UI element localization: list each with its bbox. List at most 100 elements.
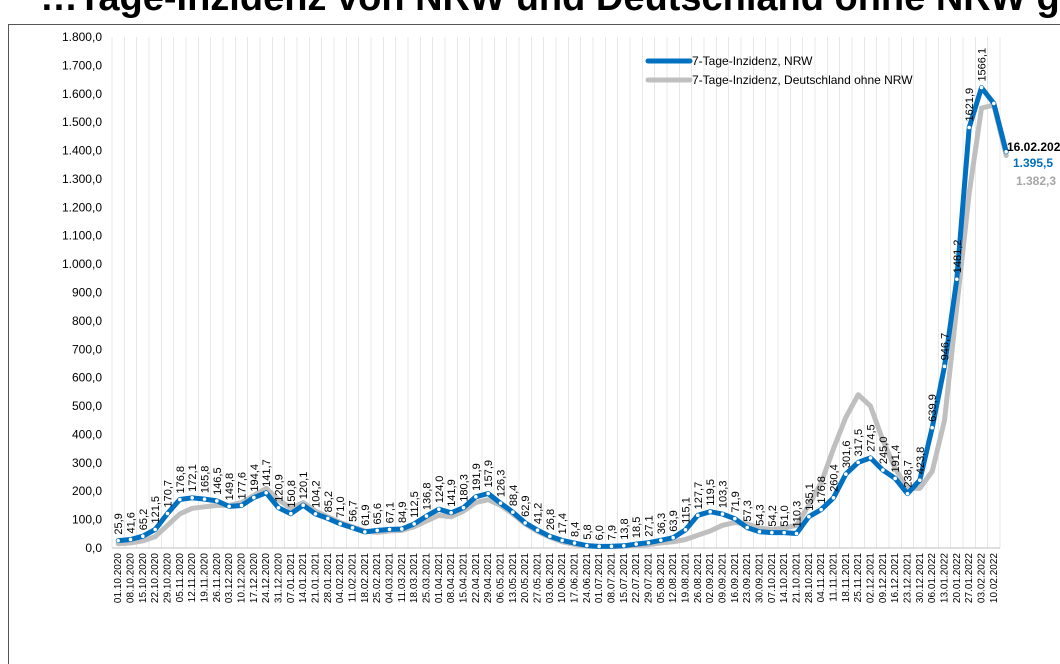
data-point-nrw — [597, 544, 601, 549]
data-label: 121,5 — [150, 496, 162, 524]
y-tick-label: 600,0 — [72, 371, 102, 385]
data-label: 191,9 — [471, 463, 483, 491]
data-label: 65,6 — [372, 503, 384, 524]
y-tick-label: 300,0 — [72, 456, 102, 470]
data-label: 25,9 — [113, 513, 125, 534]
x-tick-label: 04.02.2021 — [335, 553, 346, 603]
x-tick-label: 20.01.2022 — [952, 553, 963, 603]
x-tick-label: 24.12.2020 — [261, 553, 272, 603]
data-point-nrw — [141, 534, 145, 538]
data-point-nrw — [609, 544, 614, 549]
data-label: 176,8 — [175, 466, 187, 494]
data-label: 177,6 — [237, 472, 249, 500]
data-point-nrw — [634, 542, 638, 546]
data-label: 63,9 — [668, 510, 680, 531]
data-label: 57,3 — [742, 500, 754, 521]
data-point-nrw — [424, 514, 429, 518]
x-tick-label: 07.01.2021 — [286, 553, 297, 603]
x-tick-label: 12.11.2020 — [187, 553, 198, 603]
data-label: 149,8 — [224, 473, 236, 501]
x-tick-label: 13.05.2021 — [508, 553, 519, 603]
data-label: 62,9 — [520, 495, 532, 516]
data-point-nrw — [856, 460, 860, 465]
x-tick-label: 21.01.2021 — [311, 553, 322, 603]
data-point-nrw — [979, 85, 984, 90]
data-label: 639,9 — [927, 394, 939, 422]
data-label: 5,8 — [582, 524, 594, 539]
data-point-nrw — [794, 531, 799, 536]
data-point-nrw — [412, 522, 416, 526]
data-point-nrw — [498, 501, 503, 505]
data-point-nrw — [893, 476, 897, 481]
data-point-nrw — [807, 514, 811, 519]
x-tick-label: 01.07.2021 — [594, 553, 605, 603]
x-tick-label: 01.04.2021 — [434, 553, 445, 603]
x-tick-label: 25.02.2021 — [372, 553, 383, 603]
y-tick-label: 1.200,0 — [62, 200, 102, 214]
data-point-nrw — [116, 538, 120, 543]
x-tick-label: 16.09.2021 — [730, 553, 741, 603]
data-label: 65,2 — [138, 509, 150, 530]
x-tick-label: 04.03.2021 — [385, 553, 396, 603]
data-point-nrw — [350, 526, 355, 530]
x-tick-label: 19.08.2021 — [681, 553, 692, 603]
x-tick-label: 17.12.2020 — [249, 553, 260, 603]
data-point-nrw — [831, 496, 836, 500]
data-point-nrw — [708, 509, 712, 514]
data-point-nrw — [757, 529, 762, 534]
x-tick-label: 29.04.2021 — [483, 553, 494, 603]
data-label: 7,9 — [607, 525, 619, 540]
data-label: 84,9 — [397, 502, 409, 523]
x-tick-label: 30.09.2021 — [755, 553, 766, 603]
x-tick-label: 25.03.2021 — [422, 553, 433, 603]
data-label: 245,0 — [878, 437, 890, 465]
data-label: 165,8 — [200, 466, 212, 494]
data-point-nrw — [930, 425, 934, 430]
data-point-nrw — [622, 543, 626, 548]
data-label: 88,4 — [508, 485, 520, 506]
data-label: 423,8 — [915, 447, 927, 475]
x-tick-label: 25.11.2021 — [853, 553, 864, 603]
data-label: 67,1 — [385, 502, 397, 523]
data-point-nrw — [770, 530, 774, 535]
data-label: 141,9 — [446, 479, 458, 507]
data-point-nrw — [165, 511, 170, 516]
x-tick-label: 18.02.2021 — [360, 553, 371, 603]
data-label: 172,1 — [187, 464, 199, 492]
data-point-nrw — [511, 510, 515, 514]
y-tick-label: 900,0 — [72, 286, 102, 300]
data-label: 112,5 — [409, 491, 421, 518]
x-tick-label: 02.12.2021 — [866, 553, 877, 603]
legend-label-nrw: 7-Tage-Inzidenz, NRW — [692, 54, 813, 68]
data-label: 141,7 — [261, 459, 273, 487]
chart: 0,0 100,0 200,0 300,0 400,0 500,0 600,0 700,0 80… — [62, 30, 1060, 603]
x-tick-label: 11.03.2021 — [397, 553, 408, 603]
chart-frame — [8, 24, 1060, 664]
x-tick-label: 18.11.2021 — [841, 553, 852, 603]
y-tick-label: 1.600,0 — [62, 87, 102, 101]
end-date-label: 16.02.2022 — [1007, 140, 1060, 154]
data-point-nrw — [881, 468, 885, 472]
data-label: 115,1 — [681, 497, 693, 524]
data-label: 1566,1 — [977, 48, 989, 82]
data-point-nrw — [918, 478, 922, 483]
x-tick-label: 29.07.2021 — [644, 553, 655, 603]
data-label: 8,4 — [570, 522, 582, 537]
data-label: 119,5 — [705, 479, 717, 506]
data-point-nrw — [326, 516, 330, 521]
data-label: 260,4 — [829, 464, 841, 492]
data-point-nrw — [227, 504, 231, 509]
x-tick-label: 10.06.2021 — [557, 553, 568, 603]
data-label: 13,8 — [619, 518, 631, 539]
x-tick-label: 06.01.2022 — [927, 553, 938, 603]
data-label: 26,8 — [545, 509, 557, 530]
data-point-nrw — [276, 505, 281, 510]
y-tick-label: 200,0 — [72, 484, 102, 498]
x-tick-label: 05.11.2020 — [175, 553, 186, 603]
data-label: 41,6 — [126, 512, 138, 533]
data-point-nrw — [671, 535, 675, 540]
x-tick-label: 03.12.2020 — [224, 553, 235, 603]
y-tick-label: 500,0 — [72, 399, 102, 413]
data-label: 176,8 — [816, 476, 828, 504]
data-point-nrw — [449, 510, 453, 515]
